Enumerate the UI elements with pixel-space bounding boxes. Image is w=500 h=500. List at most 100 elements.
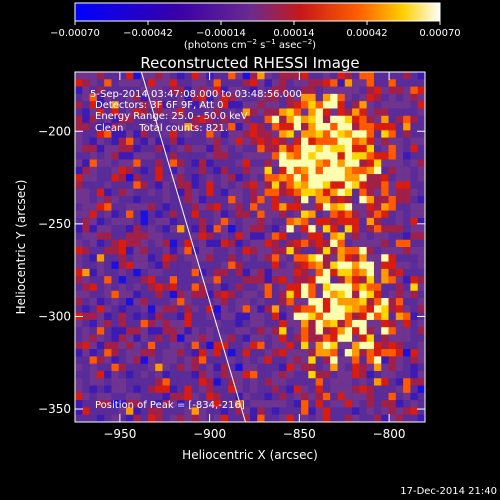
heatmap-cell bbox=[104, 290, 112, 299]
heatmap-cell bbox=[301, 188, 309, 197]
heatmap-cell bbox=[228, 72, 236, 80]
heatmap-cell bbox=[301, 363, 309, 372]
heatmap-cell bbox=[271, 101, 280, 109]
heatmap-cell bbox=[410, 108, 419, 117]
heatmap-cell bbox=[315, 108, 324, 117]
heatmap-cell bbox=[264, 130, 273, 138]
heatmap-cell bbox=[126, 392, 134, 401]
heatmap-cell bbox=[352, 115, 360, 124]
heatmap-cell bbox=[162, 283, 171, 292]
heatmap-cell bbox=[279, 312, 287, 321]
heatmap-cell bbox=[177, 203, 185, 211]
heatmap-cell bbox=[417, 334, 425, 343]
heatmap-cell bbox=[177, 370, 185, 379]
heatmap-cell bbox=[177, 123, 185, 131]
heatmap-cell bbox=[89, 188, 98, 197]
heatmap-cell bbox=[257, 385, 265, 394]
heatmap-cell bbox=[286, 115, 295, 124]
heatmap-cell bbox=[191, 144, 200, 153]
heatmap-cell bbox=[322, 327, 331, 335]
heatmap-cell bbox=[330, 93, 338, 102]
heatmap-cell bbox=[315, 159, 324, 168]
heatmap-cell bbox=[395, 123, 404, 131]
heatmap-cell bbox=[250, 144, 258, 153]
heatmap-cell bbox=[381, 86, 389, 95]
heatmap-cell bbox=[126, 115, 134, 124]
heatmap-cell bbox=[344, 101, 353, 109]
heatmap-cell bbox=[162, 247, 171, 255]
heatmap-cell bbox=[410, 414, 419, 422]
heatmap-cell bbox=[373, 123, 382, 131]
heatmap-cell bbox=[133, 79, 141, 87]
heatmap-cell bbox=[184, 93, 192, 102]
heatmap-cell bbox=[118, 108, 127, 117]
heatmap-cell bbox=[155, 305, 163, 313]
heatmap-cell bbox=[133, 312, 141, 321]
heatmap-cell bbox=[250, 341, 258, 350]
heatmap-cell bbox=[264, 79, 273, 87]
heatmap-cell bbox=[104, 86, 112, 95]
heatmap-cell bbox=[82, 86, 90, 95]
heatmap-cell bbox=[301, 144, 309, 153]
heatmap-cell bbox=[169, 334, 178, 343]
heatmap-cell bbox=[337, 130, 346, 138]
heatmap-cell bbox=[308, 174, 316, 182]
heatmap-cell bbox=[191, 327, 200, 335]
heatmap-cell bbox=[75, 327, 83, 335]
heatmap-cell bbox=[359, 370, 367, 379]
heatmap-cell bbox=[417, 174, 425, 182]
heatmap-cell bbox=[213, 79, 222, 87]
heatmap-cell bbox=[206, 210, 214, 219]
heatmap-cell bbox=[359, 407, 367, 416]
heatmap-cell bbox=[250, 108, 258, 117]
heatmap-cell bbox=[395, 72, 404, 80]
heatmap-cell bbox=[301, 356, 309, 364]
heatmap-cell bbox=[352, 72, 360, 80]
heatmap-cell bbox=[410, 130, 419, 138]
heatmap-cell bbox=[126, 247, 134, 255]
heatmap-cell bbox=[89, 414, 98, 422]
heatmap-cell bbox=[344, 283, 353, 292]
heatmap-cell bbox=[75, 283, 83, 292]
heatmap-cell bbox=[373, 239, 382, 248]
heatmap-cell bbox=[228, 276, 236, 284]
heatmap-cell bbox=[235, 400, 244, 408]
heatmap-cell bbox=[250, 298, 258, 306]
colorbar-tick-label: 0.00014 bbox=[273, 28, 314, 39]
heatmap-cell bbox=[388, 232, 397, 241]
heatmap-cell bbox=[89, 130, 98, 138]
heatmap-cell bbox=[301, 210, 309, 219]
heatmap-cell bbox=[75, 400, 83, 408]
heatmap-cell bbox=[206, 152, 214, 160]
heatmap-cell bbox=[198, 101, 207, 109]
heatmap-cell bbox=[279, 232, 287, 241]
heatmap-cell bbox=[344, 378, 353, 386]
heatmap-cell bbox=[388, 378, 397, 386]
heatmap-cell bbox=[126, 195, 134, 204]
heatmap-cell bbox=[118, 130, 127, 138]
heatmap-cell bbox=[235, 254, 244, 262]
heatmap-cell bbox=[75, 152, 83, 160]
heatmap-cell bbox=[417, 261, 425, 270]
heatmap-cell bbox=[337, 363, 346, 372]
heatmap-cell bbox=[301, 254, 309, 262]
heatmap-cell bbox=[206, 159, 214, 168]
heatmap-cell bbox=[228, 225, 236, 233]
heatmap-cell bbox=[104, 363, 112, 372]
heatmap-cell bbox=[286, 152, 295, 160]
heatmap-cell bbox=[206, 268, 214, 277]
heatmap-cell bbox=[264, 93, 273, 102]
heatmap-cell bbox=[395, 210, 404, 219]
heatmap-cell bbox=[184, 130, 192, 138]
heatmap-cell bbox=[359, 232, 367, 241]
heatmap-cell bbox=[366, 356, 375, 364]
heatmap-cell bbox=[301, 290, 309, 299]
heatmap-cell bbox=[198, 203, 207, 211]
heatmap-cell bbox=[352, 283, 360, 292]
heatmap-cell bbox=[111, 370, 120, 379]
heatmap-cell bbox=[322, 123, 331, 131]
heatmap-cell bbox=[315, 181, 324, 189]
heatmap-cell bbox=[162, 414, 171, 422]
heatmap-cell bbox=[337, 392, 346, 401]
heatmap-cell bbox=[315, 166, 324, 175]
